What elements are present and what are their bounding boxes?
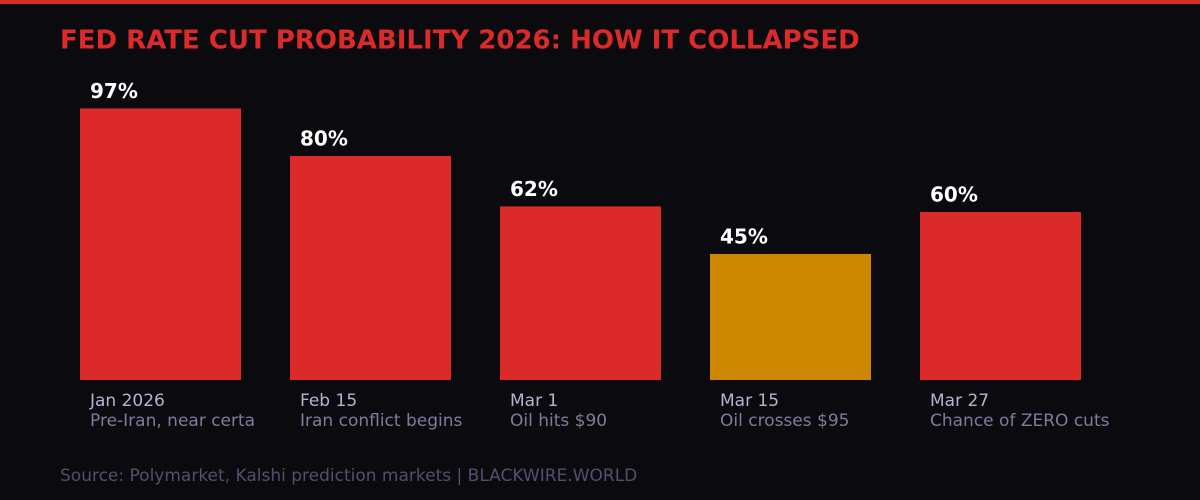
- value-label: 60%: [930, 183, 978, 207]
- chart-title: FED RATE CUT PROBABILITY 2026: HOW IT CO…: [60, 26, 860, 56]
- x-tick-label: Feb 15: [300, 391, 357, 411]
- category-description: Iran conflict begins: [300, 411, 463, 431]
- bar: [80, 108, 241, 381]
- x-tick-label: Mar 27: [930, 391, 989, 411]
- category-description: Oil hits $90: [510, 411, 607, 431]
- x-tick-label: Mar 1: [510, 391, 558, 411]
- source: Source: Polymarket, Kalshi prediction ma…: [60, 466, 637, 486]
- value-label: 45%: [720, 225, 768, 249]
- value-label: 80%: [300, 127, 348, 151]
- bar: [500, 206, 661, 380]
- x-tick-label: Jan 2026: [89, 391, 165, 411]
- value-label: 62%: [510, 177, 558, 201]
- bar: [920, 212, 1081, 380]
- category-description: Chance of ZERO cuts: [930, 411, 1110, 431]
- category-description: Oil crosses $95: [720, 411, 849, 431]
- top-accent: [0, 0, 1200, 4]
- bar: [290, 156, 451, 380]
- value-label: 97%: [90, 79, 138, 103]
- bar: [710, 254, 871, 380]
- x-tick-label: Mar 15: [720, 391, 779, 411]
- category-description: Pre-Iran, near certa: [90, 411, 255, 431]
